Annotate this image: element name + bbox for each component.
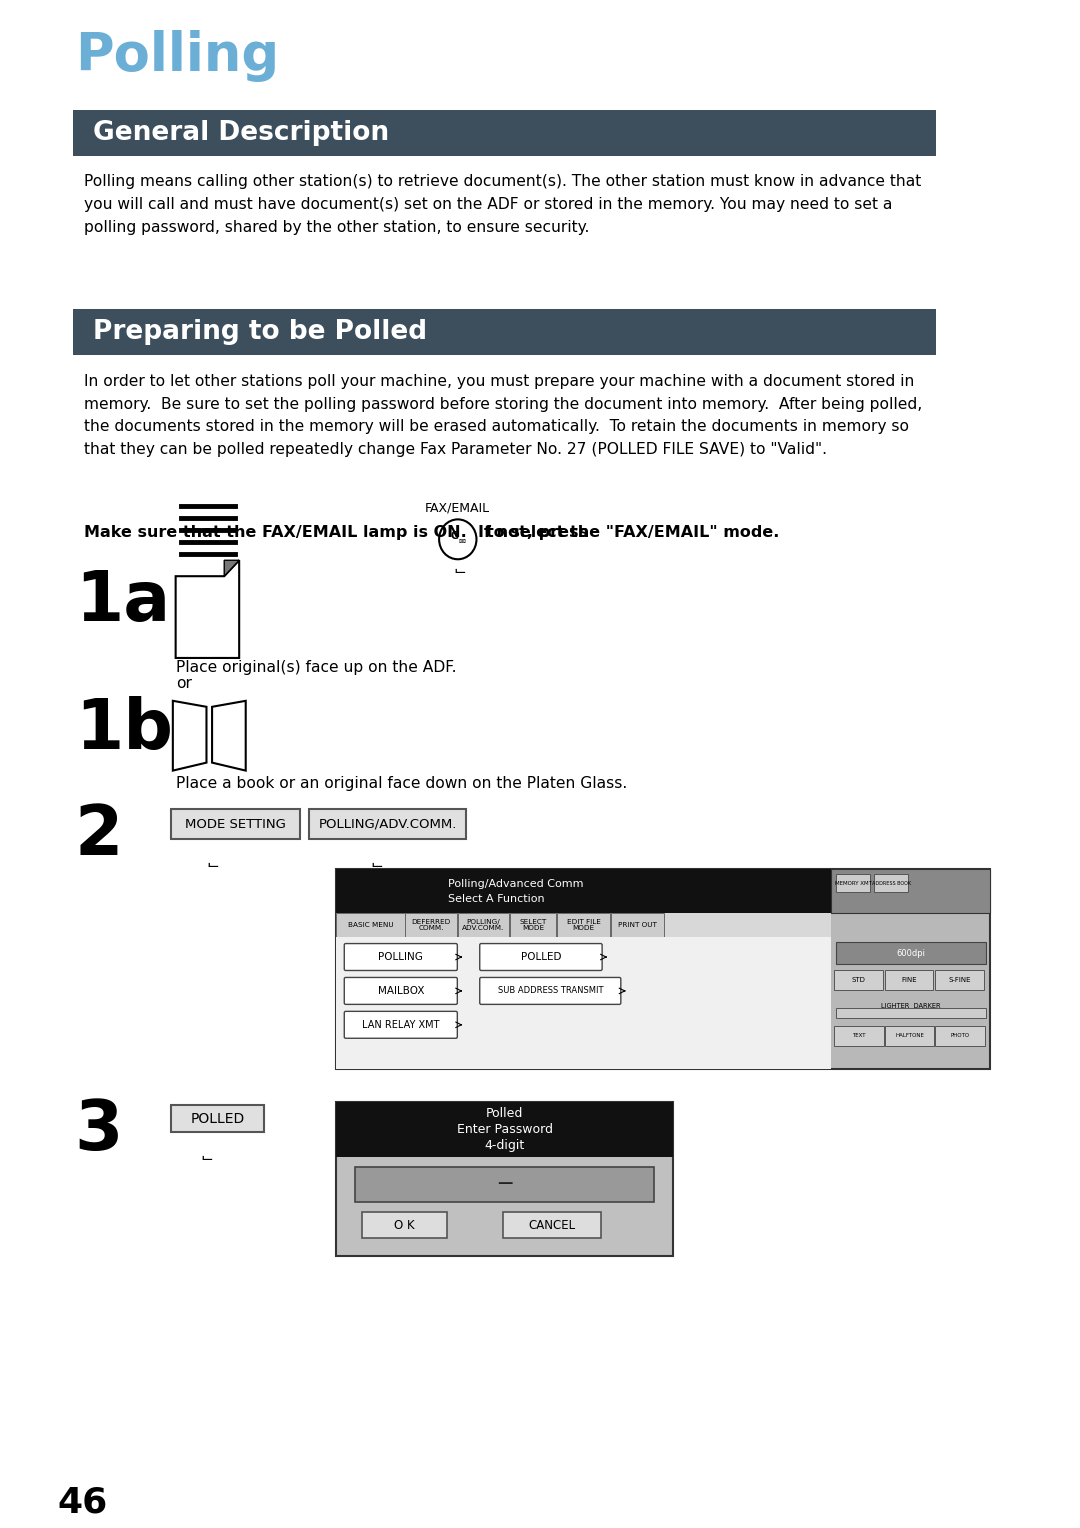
Bar bbox=[336, 1102, 673, 1157]
Bar bbox=[336, 914, 405, 937]
Text: 2: 2 bbox=[75, 802, 123, 868]
Text: ⌙: ⌙ bbox=[454, 564, 467, 578]
Polygon shape bbox=[225, 561, 239, 576]
Text: HALFTONE: HALFTONE bbox=[895, 1033, 923, 1039]
FancyBboxPatch shape bbox=[345, 978, 457, 1004]
Text: to select the "FAX/EMAIL" mode.: to select the "FAX/EMAIL" mode. bbox=[486, 526, 779, 541]
Text: SELECT
MODE: SELECT MODE bbox=[519, 918, 546, 932]
Text: 3: 3 bbox=[75, 1097, 123, 1164]
Bar bbox=[72, 110, 936, 156]
Bar bbox=[557, 914, 610, 937]
Text: 4-digit: 4-digit bbox=[484, 1138, 525, 1152]
Text: Make sure that the FAX/EMAIL lamp is ON.  If not, press: Make sure that the FAX/EMAIL lamp is ON.… bbox=[84, 526, 589, 541]
Text: 46: 46 bbox=[58, 1485, 108, 1519]
Text: PHOTO: PHOTO bbox=[950, 1033, 970, 1039]
Bar bbox=[171, 1105, 265, 1132]
Text: STD: STD bbox=[852, 976, 865, 983]
Bar bbox=[935, 970, 984, 990]
Text: MEMORY XMT: MEMORY XMT bbox=[835, 880, 872, 886]
Bar bbox=[336, 937, 832, 1068]
Text: FINE: FINE bbox=[901, 976, 917, 983]
Text: LAN RELAY XMT: LAN RELAY XMT bbox=[362, 1019, 440, 1030]
Text: ⌙: ⌙ bbox=[370, 857, 383, 872]
Text: O K: O K bbox=[394, 1219, 415, 1232]
Text: CANCEL: CANCEL bbox=[528, 1219, 576, 1232]
Text: In order to let other stations poll your machine, you must prepare your machine : In order to let other stations poll your… bbox=[84, 374, 922, 457]
Text: LIGHTER  DARKER: LIGHTER DARKER bbox=[881, 1002, 941, 1008]
Text: EDIT FILE
MODE: EDIT FILE MODE bbox=[567, 918, 600, 932]
FancyBboxPatch shape bbox=[345, 944, 457, 970]
Text: ─: ─ bbox=[498, 1175, 511, 1195]
Text: POLLED: POLLED bbox=[521, 952, 562, 963]
Text: 1b: 1b bbox=[75, 695, 173, 762]
Text: BASIC MENU: BASIC MENU bbox=[348, 921, 393, 927]
Text: Polling: Polling bbox=[75, 31, 279, 83]
Bar bbox=[885, 970, 933, 990]
Bar bbox=[72, 309, 936, 354]
Text: MAILBOX: MAILBOX bbox=[378, 986, 424, 996]
Polygon shape bbox=[212, 701, 246, 770]
Bar bbox=[363, 1212, 446, 1238]
Text: Place original(s) face up on the ADF.: Place original(s) face up on the ADF. bbox=[176, 660, 456, 675]
Text: ✉: ✉ bbox=[459, 536, 465, 545]
Text: SUB ADDRESS TRANSMIT: SUB ADDRESS TRANSMIT bbox=[498, 987, 603, 995]
Bar bbox=[336, 1102, 673, 1256]
Bar bbox=[885, 1025, 934, 1045]
Text: Polled: Polled bbox=[486, 1106, 523, 1120]
Bar bbox=[834, 970, 882, 990]
Text: POLLED: POLLED bbox=[190, 1111, 245, 1126]
FancyBboxPatch shape bbox=[480, 978, 621, 1004]
Text: or: or bbox=[176, 675, 191, 691]
Bar bbox=[458, 914, 509, 937]
Bar bbox=[355, 1167, 654, 1203]
Text: MODE SETTING: MODE SETTING bbox=[185, 817, 286, 831]
Bar bbox=[405, 914, 457, 937]
Text: PRINT OUT: PRINT OUT bbox=[618, 921, 657, 927]
FancyBboxPatch shape bbox=[480, 944, 603, 970]
Bar bbox=[510, 914, 556, 937]
Polygon shape bbox=[173, 701, 206, 770]
Text: Polling means calling other station(s) to retrieve document(s). The other statio: Polling means calling other station(s) t… bbox=[84, 174, 921, 235]
Text: ⌙: ⌙ bbox=[206, 857, 219, 872]
Text: G: G bbox=[450, 532, 458, 541]
Text: FAX/EMAIL: FAX/EMAIL bbox=[426, 501, 490, 515]
Bar bbox=[836, 874, 869, 892]
Bar bbox=[611, 914, 664, 937]
Text: ⌙: ⌙ bbox=[200, 1151, 213, 1166]
Bar bbox=[502, 1212, 600, 1238]
Bar bbox=[935, 1025, 985, 1045]
Bar bbox=[832, 869, 990, 914]
Text: Polling/Advanced Comm: Polling/Advanced Comm bbox=[448, 879, 584, 889]
FancyBboxPatch shape bbox=[345, 1012, 457, 1038]
Text: POLLING/ADV.COMM.: POLLING/ADV.COMM. bbox=[319, 817, 457, 831]
Text: DEFERRED
COMM.: DEFERRED COMM. bbox=[411, 918, 450, 932]
Text: 1a: 1a bbox=[75, 568, 170, 636]
Text: POLLING: POLLING bbox=[378, 952, 423, 963]
Bar bbox=[875, 874, 908, 892]
Bar bbox=[336, 869, 990, 1068]
Bar bbox=[836, 1008, 986, 1018]
Text: S-FINE: S-FINE bbox=[948, 976, 971, 983]
Text: Select A Function: Select A Function bbox=[448, 894, 545, 905]
Text: General Description: General Description bbox=[94, 119, 390, 145]
Text: Place a book or an original face down on the Platen Glass.: Place a book or an original face down on… bbox=[176, 776, 626, 790]
Bar bbox=[309, 810, 467, 839]
Text: Enter Password: Enter Password bbox=[457, 1123, 553, 1135]
Bar bbox=[171, 810, 300, 839]
Bar bbox=[336, 869, 832, 1068]
Text: ADDRESS BOOK: ADDRESS BOOK bbox=[872, 880, 910, 886]
Bar bbox=[834, 1025, 883, 1045]
Text: POLLING/
ADV.COMM.: POLLING/ ADV.COMM. bbox=[462, 918, 504, 932]
Text: Preparing to be Polled: Preparing to be Polled bbox=[94, 319, 428, 345]
Text: TEXT: TEXT bbox=[852, 1033, 866, 1039]
Bar bbox=[336, 869, 832, 914]
Bar bbox=[836, 943, 986, 964]
Polygon shape bbox=[176, 561, 239, 659]
Text: 600dpi: 600dpi bbox=[896, 949, 926, 958]
